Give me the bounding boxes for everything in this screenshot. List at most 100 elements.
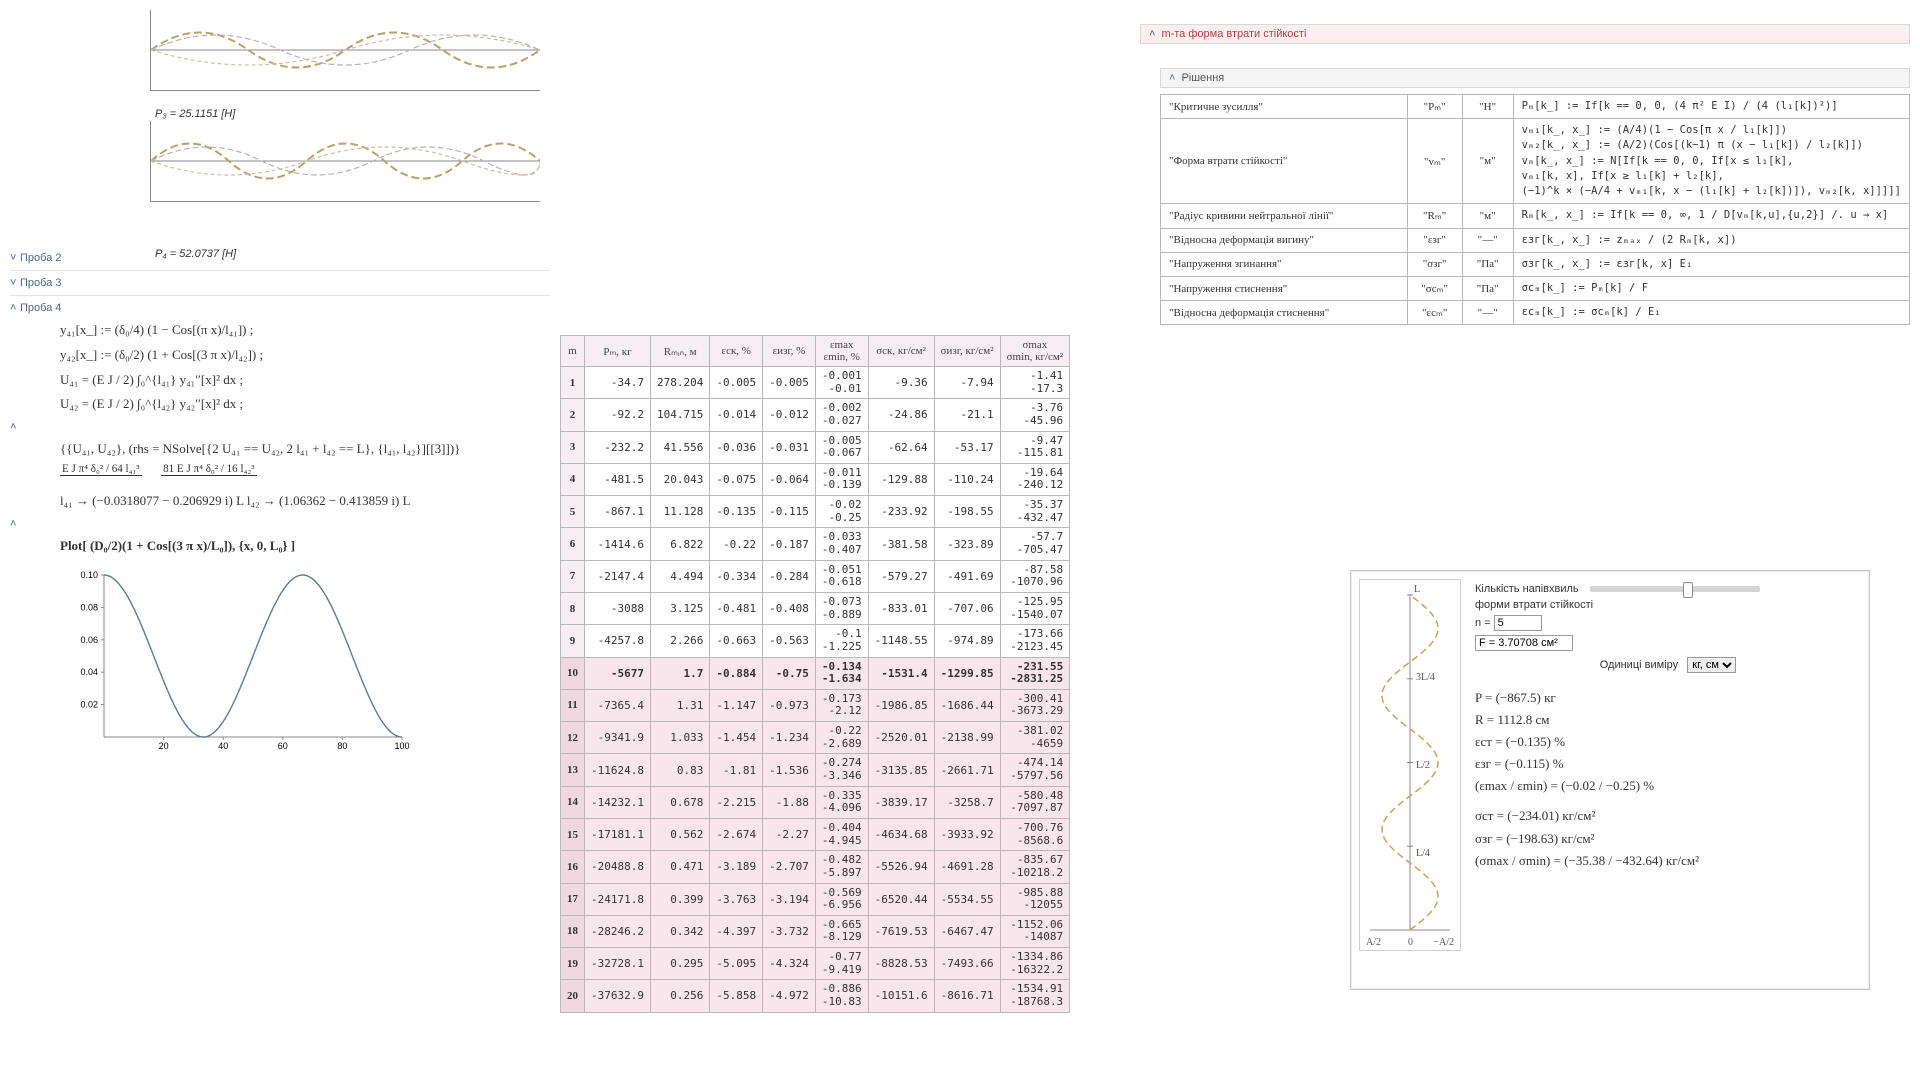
table-cell: -0.404-4.945 [815, 818, 868, 850]
table-cell: 1.033 [650, 722, 709, 754]
caret-solve[interactable] [10, 421, 560, 433]
wave-mark-A2r: −A/2 [1433, 937, 1454, 948]
table-cell: -0.274-3.346 [815, 754, 868, 786]
table-cell: -3.76-45.96 [1000, 399, 1070, 431]
table-cell: -0.033-0.407 [815, 528, 868, 560]
table-cell: -0.75 [763, 657, 816, 689]
table-cell: -87.58-1070.96 [1000, 560, 1070, 592]
n-input[interactable] [1494, 615, 1542, 631]
table-row: 16-20488.80.471-3.189-2.707-0.482-5.897-… [561, 851, 1070, 883]
panel-label-halfwaves: Кількість напівхвиль [1475, 583, 1579, 595]
svg-text:0.02: 0.02 [80, 699, 98, 709]
table-cell: 0.471 [650, 851, 709, 883]
results-table: mPₘ, кгRₘᵢₙ, мεcк, %εизг, %εmaxεmin, %σc… [560, 335, 1070, 1013]
tree-proba3[interactable]: Проба 3 [10, 277, 560, 289]
table-cell: -867.1 [585, 496, 651, 528]
table-cell: 9 [561, 625, 585, 657]
table-cell: -0.005 [710, 367, 763, 399]
F-input[interactable] [1475, 635, 1573, 651]
table-cell: 3.125 [650, 592, 709, 624]
table-cell: -0.002-0.027 [815, 399, 868, 431]
formula-cell: "Па" [1462, 276, 1513, 300]
table-cell: 1.31 [650, 689, 709, 721]
warn-bar[interactable]: ˄ m-та форма втрати стійкості [1140, 24, 1910, 44]
table-cell: -0.886-10.83 [815, 980, 868, 1012]
table-cell: -1.536 [763, 754, 816, 786]
table-row: 8-30883.125-0.481-0.408-0.073-0.889-833.… [561, 592, 1070, 624]
table-cell: 11.128 [650, 496, 709, 528]
table-cell: -233.92 [868, 496, 934, 528]
table-cell: -1686.44 [934, 689, 1000, 721]
table-cell: -7365.4 [585, 689, 651, 721]
table-cell: -3.732 [763, 915, 816, 947]
table-cell: -0.973 [763, 689, 816, 721]
section-bar-label: Рішення [1181, 72, 1224, 84]
wave-mark-L2: L/2 [1416, 760, 1430, 771]
table-row: 12-9341.91.033-1.454-1.234-0.22-2.689-25… [561, 722, 1070, 754]
table-cell: -974.89 [934, 625, 1000, 657]
tree-proba4[interactable]: Проба 4 [10, 302, 560, 314]
formula-cell: σзг[k_, x_] := εзг[k, x] E₁ [1513, 252, 1909, 276]
formula-cell: "Форма втрати стійкості" [1161, 119, 1408, 204]
formula-row: "Критичне зусилля""Pₘ""H"Pₘ[k_] := If[k … [1161, 95, 1910, 119]
formula-cell: "Напруження згинання" [1161, 252, 1408, 276]
n-slider[interactable] [1590, 586, 1760, 592]
table-cell: -985.88-12055 [1000, 883, 1070, 915]
table-cell: -474.14-5797.56 [1000, 754, 1070, 786]
table-cell: 41.556 [650, 431, 709, 463]
table-cell: -125.95-1540.07 [1000, 592, 1070, 624]
table-cell: 17 [561, 883, 585, 915]
table-cell: -381.02-4659 [1000, 722, 1070, 754]
table-cell: -0.115 [763, 496, 816, 528]
units-select[interactable]: кг, см [1687, 657, 1736, 673]
formulas-table: "Критичне зусилля""Pₘ""H"Pₘ[k_] := If[k … [1160, 94, 1910, 325]
table-header: Rₘᵢₙ, м [650, 336, 709, 367]
table-cell: -2147.4 [585, 560, 651, 592]
table-cell: -0.663 [710, 625, 763, 657]
table-cell: -1414.6 [585, 528, 651, 560]
table-cell: -1148.55 [868, 625, 934, 657]
table-cell: -2661.71 [934, 754, 1000, 786]
table-cell: -11624.8 [585, 754, 651, 786]
caret-plot[interactable] [10, 518, 560, 530]
table-cell: 14 [561, 786, 585, 818]
chevron-up-icon[interactable]: ˄ [1169, 72, 1175, 84]
table-cell: -0.187 [763, 528, 816, 560]
formula-row: "Відносна деформація стиснення""εcₘ""—"ε… [1161, 301, 1910, 325]
svg-text:100: 100 [394, 741, 409, 751]
formula-cell: Pₘ[k_] := If[k == 0, 0, (4 π² E I) / (4 … [1513, 95, 1909, 119]
table-cell: -19.64-240.12 [1000, 463, 1070, 495]
tree-proba3-label: Проба 3 [20, 277, 61, 289]
table-cell: -0.665-8.129 [815, 915, 868, 947]
table-row: 18-28246.20.342-4.397-3.732-0.665-8.129-… [561, 915, 1070, 947]
coeff-line: E J π⁴ δ₀² / 64 l₄₁³ 81 E J π⁴ δ₀² / 16 … [60, 464, 560, 487]
table-cell: -707.06 [934, 592, 1000, 624]
table-cell: -24171.8 [585, 883, 651, 915]
wave-mark-L4: L/4 [1416, 848, 1430, 859]
table-cell: 12 [561, 722, 585, 754]
table-row: 4-481.520.043-0.075-0.064-0.011-0.139-12… [561, 463, 1070, 495]
formula-row: "Форма втрати стійкості""vₘ""м"vₘ₁[k_, x… [1161, 119, 1910, 204]
table-cell: -2.27 [763, 818, 816, 850]
table-cell: -37632.9 [585, 980, 651, 1012]
table-cell: 2 [561, 399, 585, 431]
table-cell: -9.47-115.81 [1000, 431, 1070, 463]
formula-cell: Rₘ[k_, x_] := If[k == 0, ∞, 1 / D[vₘ[k,u… [1513, 204, 1909, 228]
table-cell: -2.215 [710, 786, 763, 818]
table-cell: -0.02-0.25 [815, 496, 868, 528]
formula-cell: "Pₘ" [1407, 95, 1462, 119]
table-cell: -0.064 [763, 463, 816, 495]
table-cell: 3 [561, 431, 585, 463]
table-cell: -2138.99 [934, 722, 1000, 754]
table-cell: -92.2 [585, 399, 651, 431]
wave-mark-0: 0 [1408, 937, 1413, 948]
tree-proba2[interactable]: Проба 2 [10, 252, 560, 264]
section-bar[interactable]: ˄ Рішення [1160, 68, 1910, 88]
formula-row: "Напруження стиснення""σcₘ""Па"σcₘ[k_] :… [1161, 276, 1910, 300]
table-cell: -21.1 [934, 399, 1000, 431]
formula-cell: "Відносна деформація стиснення" [1161, 301, 1408, 325]
table-cell: -35.37-432.47 [1000, 496, 1070, 528]
chevron-up-icon[interactable]: ˄ [1149, 28, 1155, 40]
table-cell: -0.014 [710, 399, 763, 431]
table-cell: 18 [561, 915, 585, 947]
